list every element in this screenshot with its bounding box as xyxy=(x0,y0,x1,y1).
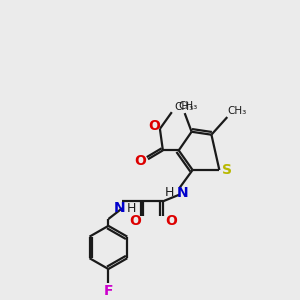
Text: CH₃: CH₃ xyxy=(174,102,193,112)
Text: O: O xyxy=(129,214,141,228)
Text: CH₃: CH₃ xyxy=(178,101,197,111)
Text: O: O xyxy=(134,154,146,168)
Text: N: N xyxy=(113,201,125,215)
Text: O: O xyxy=(148,119,160,133)
Text: H: H xyxy=(127,202,136,215)
Text: N: N xyxy=(177,185,188,200)
Text: H: H xyxy=(165,186,175,199)
Text: CH₃: CH₃ xyxy=(228,106,247,116)
Text: F: F xyxy=(103,284,113,298)
Text: O: O xyxy=(165,214,177,228)
Text: S: S xyxy=(222,163,232,177)
